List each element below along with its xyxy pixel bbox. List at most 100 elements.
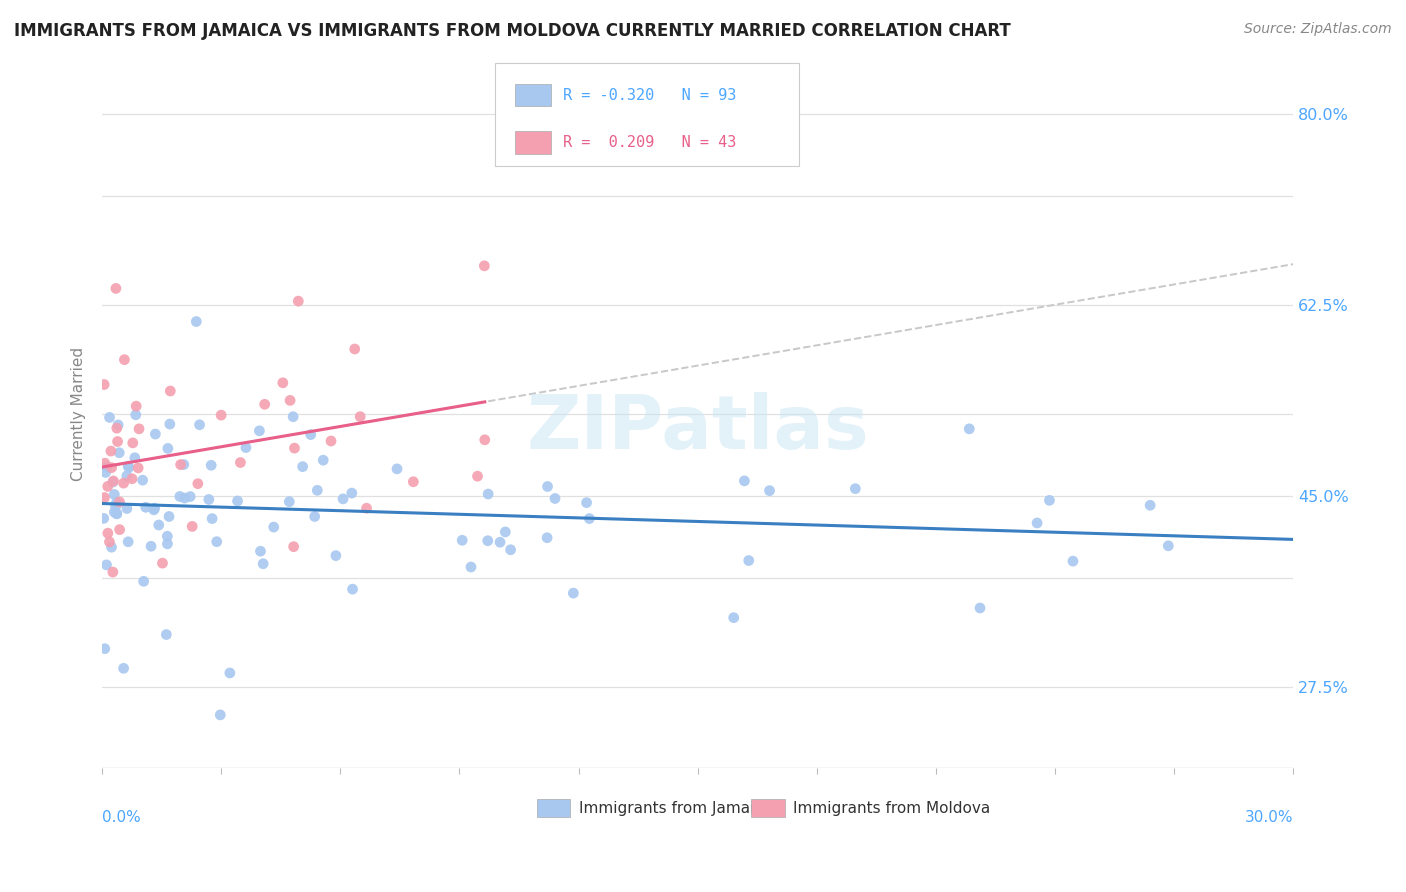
Point (472, 259, 495, 273)
Point (97, 479, 120, 493)
Point (283, 540, 305, 554)
Point (94, 456, 117, 470)
Point (291, 459, 314, 474)
Point (263, 520, 285, 534)
Point (287, 294, 309, 309)
Point (121, 472, 143, 486)
Point (104, 500, 127, 514)
Point (186, 314, 208, 328)
Point (159, 417, 181, 431)
Point (218, 665, 240, 680)
Point (477, 487, 499, 501)
Point (229, 456, 252, 470)
Point (143, 501, 166, 516)
Point (139, 539, 162, 553)
Point (247, 424, 270, 438)
Point (107, 417, 129, 432)
Point (124, 450, 146, 465)
Point (451, 533, 474, 548)
Point (1139, 498, 1161, 512)
Point (131, 473, 153, 487)
Point (108, 523, 131, 537)
Point (969, 601, 991, 615)
Point (544, 491, 567, 506)
Point (283, 441, 305, 455)
Point (1038, 493, 1060, 508)
Point (94, 466, 117, 480)
Point (156, 442, 179, 456)
Text: Immigrants from Moldova: Immigrants from Moldova (793, 800, 990, 815)
Bar (516, 84, 551, 106)
Point (100, 444, 122, 458)
Point (957, 422, 980, 436)
Point (98, 534, 121, 549)
Point (188, 417, 211, 432)
Point (187, 476, 209, 491)
Point (278, 494, 301, 508)
Point (1062, 554, 1084, 568)
Point (181, 519, 204, 533)
Point (325, 549, 347, 563)
Point (499, 542, 522, 557)
Point (148, 518, 170, 533)
Point (117, 459, 139, 474)
Text: Immigrants from Jamaica: Immigrants from Jamaica (578, 800, 772, 815)
Point (156, 529, 179, 543)
Point (278, 393, 301, 408)
Point (117, 534, 139, 549)
Point (114, 352, 136, 367)
Point (103, 474, 125, 488)
Point (179, 490, 201, 504)
Text: Source: ZipAtlas.com: Source: ZipAtlas.com (1244, 22, 1392, 37)
Point (93, 641, 115, 656)
Point (103, 505, 125, 519)
Point (96, 558, 118, 572)
Point (93, 511, 115, 525)
Point (145, 427, 167, 442)
Bar (751, 799, 785, 816)
Point (575, 496, 598, 510)
FancyBboxPatch shape (495, 63, 799, 166)
Point (349, 409, 371, 424)
Point (132, 574, 155, 589)
Point (105, 507, 128, 521)
Point (100, 540, 122, 554)
Point (198, 492, 221, 507)
Point (402, 475, 425, 489)
Point (209, 707, 232, 722)
Point (121, 435, 143, 450)
Point (97, 526, 120, 541)
Point (205, 534, 228, 549)
Point (152, 556, 174, 570)
Point (128, 422, 150, 436)
Point (249, 544, 271, 558)
Point (319, 434, 342, 448)
Point (101, 475, 124, 489)
Point (115, 468, 138, 483)
Point (155, 627, 177, 641)
Point (93, 491, 115, 505)
Point (125, 408, 148, 422)
Point (342, 582, 364, 596)
Point (1157, 539, 1180, 553)
Point (578, 511, 600, 525)
Point (127, 461, 149, 475)
Point (235, 441, 257, 455)
Point (169, 490, 191, 504)
Point (281, 409, 304, 424)
Point (93, 377, 115, 392)
Point (1026, 516, 1049, 530)
Text: ZIPatlas: ZIPatlas (526, 392, 869, 465)
Y-axis label: Currently Married: Currently Married (72, 347, 86, 481)
Point (156, 537, 179, 551)
Point (112, 476, 135, 491)
Point (108, 495, 131, 509)
Point (103, 487, 125, 501)
Point (299, 427, 322, 442)
Point (118, 460, 141, 475)
Point (477, 533, 499, 548)
Point (108, 446, 131, 460)
Point (332, 491, 354, 506)
Point (536, 479, 558, 493)
Point (226, 494, 249, 508)
